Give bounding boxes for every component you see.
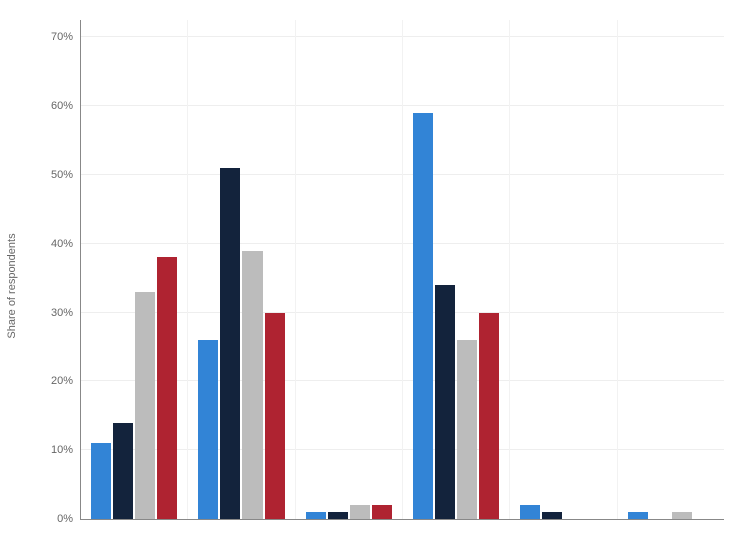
bar — [157, 257, 177, 519]
bar-group — [296, 20, 403, 519]
bar — [265, 313, 285, 519]
bar-group — [81, 20, 188, 519]
bar — [220, 168, 240, 519]
bar-group — [403, 20, 510, 519]
bar — [457, 340, 477, 519]
y-tick-label: 0% — [57, 513, 81, 525]
bar — [135, 292, 155, 519]
bar — [672, 512, 692, 519]
bar — [372, 505, 392, 519]
plot-area: 0%10%20%30%40%50%60%70% — [80, 20, 724, 520]
y-tick-label: 70% — [51, 31, 81, 43]
chart-container: Share of respondents 0%10%20%30%40%50%60… — [0, 0, 754, 560]
y-tick-label: 10% — [51, 444, 81, 456]
bar — [306, 512, 326, 519]
bar — [435, 285, 455, 519]
y-tick-label: 20% — [51, 375, 81, 387]
bar — [413, 113, 433, 519]
y-axis-label: Share of respondents — [6, 233, 18, 338]
bar — [479, 313, 499, 519]
bar — [242, 251, 262, 519]
y-tick-label: 40% — [51, 238, 81, 250]
bar-group — [510, 20, 617, 519]
y-tick-label: 50% — [51, 169, 81, 181]
bar — [628, 512, 648, 519]
bar — [542, 512, 562, 519]
bar — [91, 443, 111, 519]
y-tick-label: 30% — [51, 307, 81, 319]
bar-group — [618, 20, 724, 519]
bar — [113, 423, 133, 519]
bar — [350, 505, 370, 519]
y-tick-label: 60% — [51, 100, 81, 112]
bar-group — [188, 20, 295, 519]
bar — [328, 512, 348, 519]
bar-groups — [81, 20, 724, 519]
bar — [198, 340, 218, 519]
bar — [520, 505, 540, 519]
